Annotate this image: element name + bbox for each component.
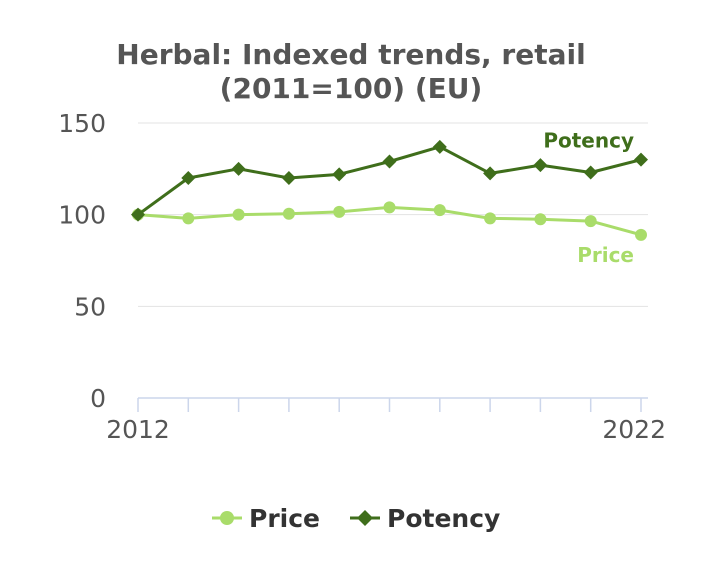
point-potency-2017	[382, 154, 397, 169]
series-label-potency: Potency	[543, 129, 634, 153]
point-price-2019	[484, 212, 497, 225]
legend-marker-potency	[357, 510, 373, 526]
point-potency-2015	[281, 171, 296, 185]
point-potency-2012	[131, 207, 145, 222]
legend-marker-price	[220, 511, 234, 525]
point-price-2022	[635, 228, 647, 241]
point-potency-2018	[432, 139, 447, 154]
legend-item-price: Price	[212, 504, 320, 533]
series-label-price: Price	[577, 243, 634, 267]
chart-title-line-1: Herbal: Indexed trends, retail	[116, 38, 586, 71]
y-tick-label-0: 0	[90, 384, 106, 413]
point-potency-2016	[332, 167, 347, 182]
y-tick-label-50: 50	[74, 292, 106, 321]
point-potency-2022	[634, 152, 648, 167]
legend: Price Potency	[212, 504, 500, 533]
point-price-2017	[383, 201, 396, 214]
x-axis: 2012 2022	[106, 397, 666, 444]
y-tick-label-150: 150	[58, 109, 106, 138]
point-potency-2021	[583, 165, 598, 180]
series-group: Price Potency	[131, 129, 648, 267]
point-price-2016	[333, 205, 346, 218]
legend-item-potency: Potency	[350, 504, 500, 533]
point-price-2021	[584, 215, 597, 228]
point-price-2013	[182, 212, 195, 225]
y-tick-label-100: 100	[58, 201, 106, 230]
x-tick-label-first: 2012	[106, 415, 170, 444]
point-potency-2019	[483, 166, 498, 181]
legend-label-potency: Potency	[387, 504, 500, 533]
point-potency-2014	[231, 161, 246, 176]
x-tick-label-last: 2022	[602, 415, 666, 444]
point-price-2014	[232, 208, 245, 221]
point-price-2015	[282, 207, 295, 220]
point-potency-2013	[181, 171, 196, 185]
point-price-2020	[534, 213, 547, 226]
y-axis-labels: 0 50 100 150	[58, 109, 106, 413]
point-potency-2020	[533, 158, 548, 173]
legend-label-price: Price	[249, 504, 320, 533]
point-price-2018	[433, 204, 446, 217]
chart-title: Herbal: Indexed trends, retail (2011=100…	[0, 38, 702, 106]
chart-title-line-2: (2011=100) (EU)	[219, 72, 483, 105]
